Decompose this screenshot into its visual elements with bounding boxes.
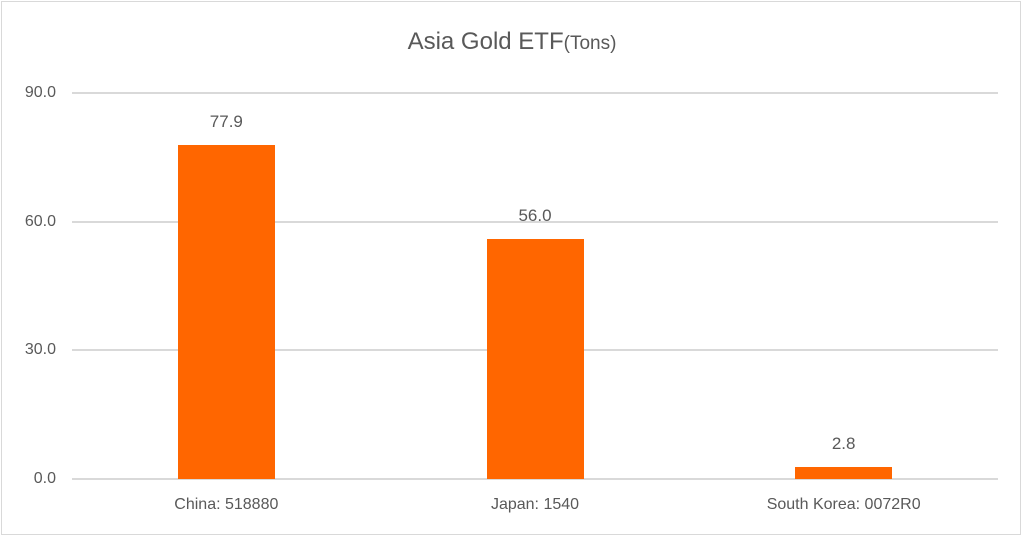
gridline bbox=[72, 478, 998, 480]
chart-title-unit: (Tons) bbox=[563, 33, 617, 54]
data-label: 56.0 bbox=[518, 205, 552, 225]
x-tick-label: South Korea: 0072R0 bbox=[766, 496, 921, 513]
data-label: 2.8 bbox=[831, 433, 856, 453]
x-tick-label: Japan: 1540 bbox=[490, 496, 580, 513]
y-tick-label: 30.0 bbox=[24, 341, 56, 359]
bar[interactable] bbox=[486, 238, 584, 479]
bar[interactable] bbox=[795, 466, 893, 479]
y-tick-label: 90.0 bbox=[24, 84, 56, 101]
y-tick-label: 60.0 bbox=[24, 212, 56, 230]
chart-title-text: Asia Gold ETF bbox=[407, 28, 564, 55]
bar[interactable] bbox=[177, 144, 275, 479]
gridline bbox=[72, 220, 998, 223]
gridline bbox=[72, 92, 998, 94]
x-tick-label: China: 518880 bbox=[174, 496, 279, 513]
chart-title: Asia Gold ETF(Tons) bbox=[0, 28, 1024, 56]
data-label: 77.9 bbox=[209, 111, 243, 131]
y-tick-label: 0.0 bbox=[33, 470, 56, 487]
